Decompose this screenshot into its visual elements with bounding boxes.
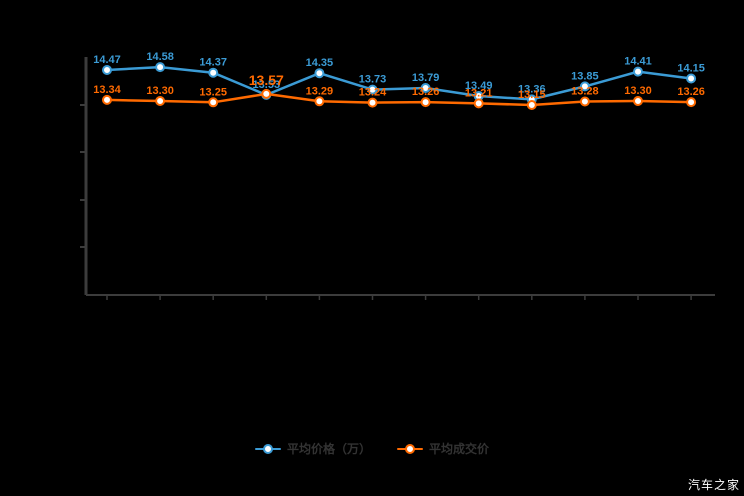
data-point-marker[interactable]	[155, 62, 166, 73]
data-point-label: 13.15	[518, 89, 546, 101]
data-point-marker[interactable]	[367, 84, 378, 95]
data-point-label: 13.28	[571, 86, 599, 98]
data-point-label: 13.26	[677, 86, 705, 98]
data-point-label: 13.85	[571, 70, 599, 82]
data-point-marker[interactable]	[579, 96, 590, 107]
data-point-label: 13.26	[412, 86, 440, 98]
data-point-label: 14.15	[677, 63, 705, 75]
data-point-marker[interactable]	[420, 97, 431, 108]
data-point-label: 13.24	[359, 87, 387, 99]
data-point-label: 14.41	[624, 56, 652, 68]
legend-label-avg-price: 平均价格（万）	[286, 442, 371, 456]
data-point-marker[interactable]	[686, 73, 697, 84]
data-point-label: 14.47	[93, 54, 121, 66]
data-point-label: 13.25	[199, 86, 227, 98]
data-point-marker[interactable]	[314, 96, 325, 107]
data-point-marker[interactable]	[633, 66, 643, 77]
chart-legend: 平均价格（万） 平均成交价	[0, 438, 744, 460]
data-point-marker[interactable]	[633, 96, 643, 106]
data-point-marker[interactable]	[526, 100, 537, 110]
data-point-marker[interactable]	[102, 94, 112, 105]
legend-label-avg-deal-price: 平均成交价	[429, 442, 490, 456]
data-point-marker[interactable]	[420, 83, 431, 93]
series-line-0	[106, 65, 692, 101]
data-point-label: 14.37	[199, 57, 227, 69]
data-point-marker[interactable]	[473, 98, 484, 109]
data-point-label: 13.53	[253, 79, 281, 91]
legend-item-avg-deal-price[interactable]: 平均成交价	[397, 442, 489, 456]
data-point-marker[interactable]	[155, 96, 166, 106]
data-point-marker[interactable]	[261, 88, 272, 99]
data-point-label: 13.73	[359, 74, 387, 86]
data-point-label: 13.57	[249, 72, 284, 88]
line-chart-canvas: 14.47 14.58 14.37 13.53 14.35 13.73 13.79 13.49…	[80, 51, 715, 300]
watermark-autohome: 汽车之家	[681, 476, 744, 494]
data-point-label: 13.34	[93, 84, 121, 96]
data-point-label: 13.21	[465, 87, 493, 99]
data-point-label: 13.49	[465, 80, 493, 92]
line-dot-legend-icon	[397, 444, 423, 454]
data-point-marker[interactable]	[314, 68, 325, 79]
data-point-marker[interactable]	[686, 97, 697, 108]
data-point-marker[interactable]	[367, 97, 378, 108]
data-point-marker[interactable]	[579, 81, 590, 92]
data-point-marker[interactable]	[208, 97, 219, 108]
data-point-label: 13.30	[146, 85, 174, 97]
legend-item-avg-price[interactable]: 平均价格（万）	[254, 442, 371, 456]
data-point-marker[interactable]	[102, 65, 112, 75]
line-dot-legend-icon	[254, 444, 281, 454]
data-point-label: 14.58	[146, 51, 174, 63]
series-line-1	[106, 92, 692, 107]
data-point-label: 14.35	[306, 57, 334, 69]
data-point-label: 13.79	[412, 72, 440, 84]
data-point-label: 13.30	[624, 85, 652, 97]
data-point-label: 13.29	[306, 85, 334, 97]
data-point-marker[interactable]	[208, 67, 219, 78]
data-point-label: 13.36	[518, 83, 546, 95]
